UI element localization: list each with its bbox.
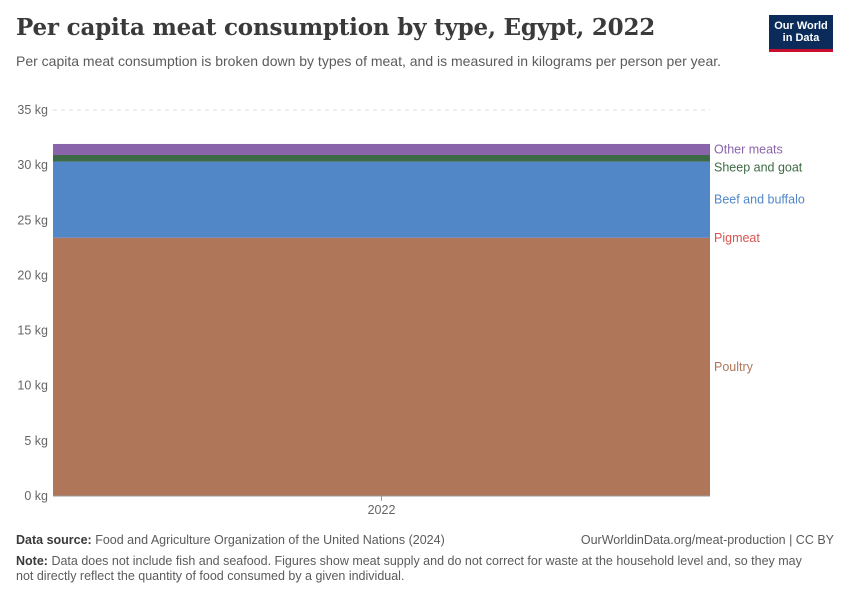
x-tick-label: 2022 xyxy=(368,503,396,517)
bar-segment-poultry[interactable] xyxy=(53,237,710,496)
owid-logo[interactable]: Our World in Data xyxy=(769,15,833,52)
chart-note: Note: Data does not include fish and sea… xyxy=(16,554,816,584)
stacked-bar-chart: 0 kg 5 kg 10 kg 15 kg 20 kg 25 kg 30 kg 35 kg 20… xyxy=(17,103,805,517)
y-tick-label: 10 kg xyxy=(17,379,48,393)
legend-label-poultry[interactable]: Poultry xyxy=(714,360,754,374)
chart-subtitle: Per capita meat consumption is broken do… xyxy=(16,53,722,69)
chart-title: Per capita meat consumption by type, Egy… xyxy=(16,14,656,41)
legend-label-beef-and-buffalo[interactable]: Beef and buffalo xyxy=(714,193,805,207)
bar-segment-sheep-and-goat[interactable] xyxy=(53,154,710,162)
data-source: Data source: Food and Agriculture Organi… xyxy=(16,533,445,547)
source-text[interactable]: Food and Agriculture Organization of the… xyxy=(95,533,445,547)
legend-label-pigmeat[interactable]: Pigmeat xyxy=(714,231,760,245)
legend-label-sheep-and-goat[interactable]: Sheep and goat xyxy=(714,160,803,174)
logo-line-2: in Data xyxy=(782,32,820,44)
bar-segment-other-meats[interactable] xyxy=(53,143,710,155)
bar-segment-beef-and-buffalo[interactable] xyxy=(53,161,710,238)
y-tick-label: 15 kg xyxy=(17,324,48,338)
y-tick-label: 25 kg xyxy=(17,213,48,227)
license-link[interactable]: OurWorldinData.org/meat-production | CC … xyxy=(580,533,834,547)
y-tick-label: 5 kg xyxy=(24,434,48,448)
note-text: Data does not include fish and seafood. … xyxy=(16,554,802,583)
legend-label-other-meats[interactable]: Other meats xyxy=(714,142,783,156)
y-tick-label: 35 kg xyxy=(17,103,48,117)
y-tick-label: 20 kg xyxy=(17,268,48,282)
note-label: Note: xyxy=(16,554,48,568)
y-tick-label: 30 kg xyxy=(17,158,48,172)
source-label: Data source: xyxy=(16,533,92,547)
y-tick-label: 0 kg xyxy=(24,489,48,503)
logo-line-1: Our World xyxy=(774,20,828,32)
